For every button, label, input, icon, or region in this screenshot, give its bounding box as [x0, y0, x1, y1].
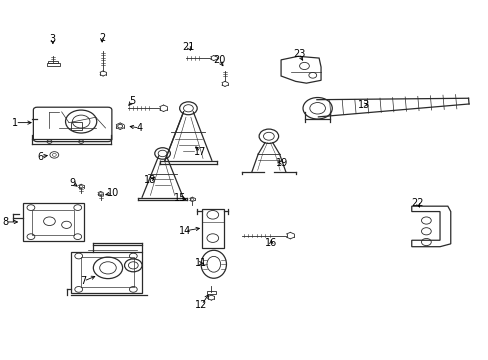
- Text: 6: 6: [38, 152, 43, 162]
- Bar: [206, 291, 215, 294]
- Text: 3: 3: [50, 34, 56, 44]
- Text: 21: 21: [182, 42, 194, 51]
- Text: 5: 5: [129, 96, 135, 106]
- Text: 8: 8: [2, 217, 9, 227]
- Text: 7: 7: [81, 276, 86, 286]
- Text: 20: 20: [212, 55, 225, 65]
- Text: 2: 2: [99, 33, 105, 43]
- Bar: [22, 203, 83, 241]
- Text: 11: 11: [194, 258, 206, 268]
- Text: 17: 17: [194, 147, 206, 157]
- Text: 1: 1: [12, 118, 19, 128]
- Text: 9: 9: [69, 178, 75, 188]
- Bar: [48, 61, 58, 63]
- Text: 10: 10: [106, 188, 119, 198]
- Text: 4: 4: [136, 123, 142, 133]
- Text: 22: 22: [410, 198, 423, 208]
- Text: 16: 16: [264, 238, 277, 248]
- Bar: [47, 63, 60, 66]
- Bar: [71, 252, 142, 293]
- Bar: [32, 210, 74, 235]
- Text: 14: 14: [179, 226, 191, 236]
- Text: 12: 12: [195, 300, 207, 310]
- Bar: [202, 209, 223, 248]
- Text: 19: 19: [276, 158, 288, 168]
- Text: 15: 15: [173, 193, 185, 203]
- Bar: [71, 122, 82, 130]
- Bar: [81, 257, 134, 287]
- Text: 23: 23: [292, 49, 305, 59]
- Text: 18: 18: [144, 175, 156, 185]
- Text: 13: 13: [357, 100, 369, 110]
